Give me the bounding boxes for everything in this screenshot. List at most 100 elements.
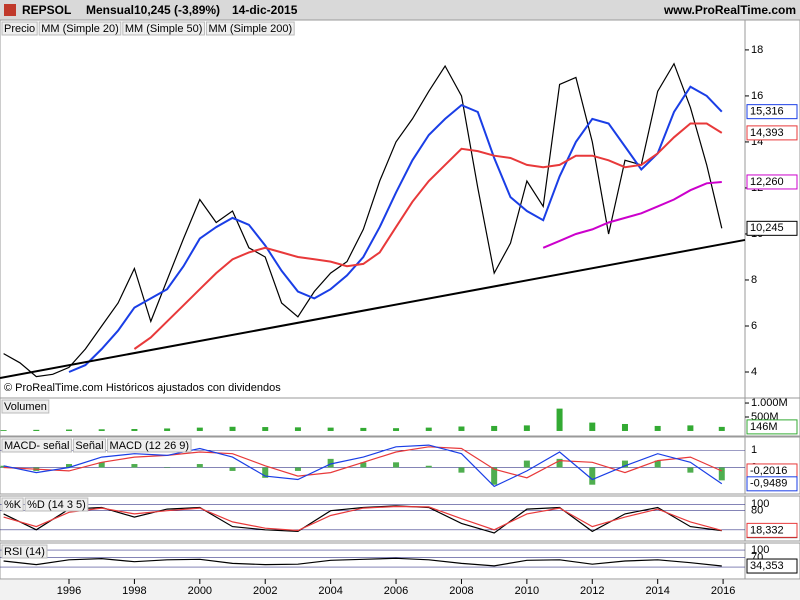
- y-tick-label: 8: [751, 274, 757, 286]
- series-line: [3, 505, 722, 532]
- bar: [556, 408, 563, 431]
- source: www.ProRealTime.com: [663, 3, 796, 17]
- x-tick-label: 2014: [645, 585, 669, 597]
- series-line: [3, 62, 723, 378]
- bar: [131, 464, 138, 468]
- legend-label: %K: [4, 499, 22, 511]
- y-tick-label: 6: [751, 320, 757, 332]
- bar: [131, 429, 138, 431]
- legend-label: Volumen: [4, 401, 47, 413]
- legend-box: [122, 21, 205, 36]
- x-tick-label: 2010: [515, 585, 539, 597]
- bar: [98, 462, 105, 468]
- bar: [654, 460, 661, 468]
- logo: [4, 4, 16, 16]
- y-tick-label: 18: [751, 44, 763, 56]
- legend-label: Precio: [4, 23, 35, 35]
- last-value-label: 12,260: [750, 176, 784, 188]
- bar: [0, 430, 7, 431]
- trendline: [0, 238, 746, 379]
- x-axis-band: [0, 580, 800, 600]
- last-value-label: 15,316: [750, 106, 784, 118]
- x-tick-label: 1998: [122, 585, 146, 597]
- period: Mensual: [86, 3, 134, 17]
- legend-box: [1, 497, 24, 512]
- series-line: [68, 85, 723, 373]
- bar: [33, 429, 40, 431]
- bar: [687, 467, 694, 473]
- bar: [164, 428, 171, 431]
- legend-box: [1, 399, 50, 414]
- bar: [327, 427, 334, 431]
- bar: [425, 427, 432, 431]
- x-tick-label: 2000: [188, 585, 212, 597]
- bar: [718, 467, 725, 481]
- last-value-box: [746, 220, 798, 236]
- bar: [687, 425, 694, 431]
- legend-label: MM (Simple 200): [208, 23, 292, 35]
- last-value-label: 146M: [750, 421, 778, 433]
- bar: [654, 425, 661, 431]
- last-value-box: [746, 476, 798, 492]
- bar: [491, 425, 498, 431]
- legend-label: RSI (14): [4, 546, 45, 558]
- x-tick-label: 2004: [318, 585, 342, 597]
- bar: [523, 460, 530, 468]
- x-tick-label: 2002: [253, 585, 277, 597]
- bar: [262, 427, 269, 431]
- last-value-label: 14,393: [750, 127, 784, 139]
- last-value-box: [746, 522, 798, 538]
- bar: [327, 458, 334, 468]
- bar: [164, 467, 171, 468]
- bar: [0, 465, 7, 468]
- legend-label: MACD (12 26 9): [110, 440, 189, 452]
- last-value-box: [746, 174, 798, 190]
- last-value-label: -0,2016: [750, 465, 787, 477]
- y-tick-label: 1.000M: [751, 397, 788, 409]
- legend-label: MM (Simple 20): [41, 23, 119, 35]
- last-value-box: [746, 419, 798, 435]
- y-tick-label: 100: [751, 498, 769, 510]
- legend-box: [1, 544, 48, 559]
- legend-box: [72, 438, 107, 453]
- bar: [458, 467, 465, 473]
- x-tick-label: 2008: [449, 585, 473, 597]
- bar: [523, 425, 530, 431]
- y-tick-label: 16: [751, 90, 763, 102]
- y-tick-label: 80: [751, 505, 763, 517]
- bar: [425, 465, 432, 468]
- legend-label: MM (Simple 50): [125, 23, 203, 35]
- legend-box: [1, 438, 72, 453]
- legend-box: [38, 21, 122, 36]
- ticker: REPSOL: [22, 3, 71, 17]
- legend-box: [1, 21, 38, 36]
- legend-label: %D (14 3 5): [27, 499, 86, 511]
- annotation: © ProRealTime.com Históricos ajustados c…: [4, 382, 281, 394]
- value-axis: [744, 19, 800, 399]
- x-tick-label: 1996: [57, 585, 81, 597]
- bar: [262, 467, 269, 478]
- bar: [621, 460, 628, 468]
- panel: [0, 495, 746, 542]
- bar: [393, 462, 400, 468]
- legend-box: [205, 21, 295, 36]
- bar: [229, 467, 236, 471]
- bar: [589, 467, 596, 485]
- bar: [98, 429, 105, 431]
- y-tick-label: 1: [751, 444, 757, 456]
- bar: [458, 426, 465, 431]
- bar: [491, 467, 498, 485]
- bar: [621, 423, 628, 431]
- last-value-label: 10,245: [750, 222, 784, 234]
- legend-label: Señal: [75, 440, 103, 452]
- quote: 10,245 (-3,89%): [134, 3, 220, 17]
- series-line: [542, 181, 722, 249]
- panel: [0, 19, 746, 399]
- header-bar: [0, 0, 800, 20]
- series-line: [3, 444, 723, 488]
- last-value-label: 34,353: [750, 560, 784, 572]
- last-value-box: [746, 125, 798, 141]
- legend-label: MACD- señal: [4, 440, 69, 452]
- bar: [66, 464, 73, 468]
